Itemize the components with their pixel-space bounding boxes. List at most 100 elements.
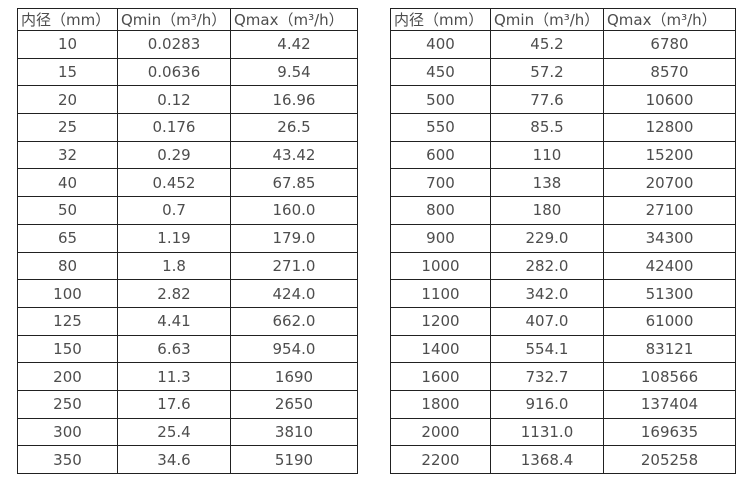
table-cell: 0.0636: [117, 57, 231, 87]
table-cell: 137404: [603, 389, 736, 419]
table-cell: 229.0: [490, 223, 604, 253]
table-row: 80 1.8 271.0: [17, 251, 358, 281]
table-cell: 10: [17, 30, 118, 59]
table-row: 700 138 20700: [390, 168, 736, 198]
table-row: 20 0.12 16.96: [17, 85, 358, 115]
table-row: 1000 282.0 42400: [390, 251, 736, 281]
table-cell: 67.85: [230, 168, 358, 198]
table-row: 400 45.2 6780: [390, 30, 736, 59]
table-cell: 150: [17, 334, 118, 364]
flow-table-small-diameters: 内径（mm） Qmin（m³/h） Qmax（m³/h） 10 0.0283 4.4…: [17, 8, 358, 474]
table-cell: 1.8: [117, 251, 231, 281]
table-row: 125 4.41 662.0: [17, 306, 358, 336]
table-row: 500 77.6 10600: [390, 85, 736, 115]
table-cell: 179.0: [230, 223, 358, 253]
table-cell: 662.0: [230, 306, 358, 336]
table-cell: 350: [17, 445, 118, 474]
table-cell: 342.0: [490, 279, 604, 308]
table-cell: 83121: [603, 334, 736, 364]
table-cell: 32: [17, 140, 118, 170]
table-cell: 25.4: [117, 417, 231, 447]
table-cell: 732.7: [490, 362, 604, 391]
table-cell: 6.63: [117, 334, 231, 364]
table-cell: 2200: [390, 445, 491, 474]
table-cell: 2.82: [117, 279, 231, 308]
table-row: 800 180 27100: [390, 196, 736, 225]
table-row: 300 25.4 3810: [17, 417, 358, 447]
table-row: 450 57.2 8570: [390, 57, 736, 87]
table-cell: 282.0: [490, 251, 604, 281]
table-header-row: 内径（mm） Qmin（m³/h） Qmax（m³/h）: [390, 8, 736, 31]
table-row: 10 0.0283 4.42: [17, 30, 358, 59]
table-cell: 15200: [603, 140, 736, 170]
table-cell: 40: [17, 168, 118, 198]
table-cell: 20: [17, 85, 118, 115]
table-cell: 0.176: [117, 113, 231, 142]
table-row: 150 6.63 954.0: [17, 334, 358, 364]
table-cell: 0.29: [117, 140, 231, 170]
table-cell: 1.19: [117, 223, 231, 253]
table-cell: 5190: [230, 445, 358, 474]
table-cell: 77.6: [490, 85, 604, 115]
table-cell: 100: [17, 279, 118, 308]
column-header-diameter: 内径（mm）: [17, 8, 118, 31]
table-row: 900 229.0 34300: [390, 223, 736, 253]
table-cell: 550: [390, 113, 491, 142]
table-cell: 1200: [390, 306, 491, 336]
table-cell: 6780: [603, 30, 736, 59]
table-cell: 1800: [390, 389, 491, 419]
table-cell: 0.12: [117, 85, 231, 115]
table-cell: 300: [17, 417, 118, 447]
table-cell: 1600: [390, 362, 491, 391]
table-cell: 2000: [390, 417, 491, 447]
table-row: 100 2.82 424.0: [17, 279, 358, 308]
table-row: 32 0.29 43.42: [17, 140, 358, 170]
column-header-diameter: 内径（mm）: [390, 8, 491, 31]
table-cell: 169635: [603, 417, 736, 447]
table-cell: 2650: [230, 389, 358, 419]
table-cell: 108566: [603, 362, 736, 391]
column-header-qmin: Qmin（m³/h）: [117, 8, 231, 31]
table-cell: 65: [17, 223, 118, 253]
table-cell: 27100: [603, 196, 736, 225]
table-row: 550 85.5 12800: [390, 113, 736, 142]
table-cell: 9.54: [230, 57, 358, 87]
table-cell: 700: [390, 168, 491, 198]
table-row: 2000 1131.0 169635: [390, 417, 736, 447]
table-row: 65 1.19 179.0: [17, 223, 358, 253]
table-body: 400 45.2 6780 450 57.2 8570 500 77.6 10600 550 85.…: [390, 30, 736, 474]
table-row: 2200 1368.4 205258: [390, 445, 736, 474]
table-cell: 1000: [390, 251, 491, 281]
table-cell: 43.42: [230, 140, 358, 170]
table-cell: 138: [490, 168, 604, 198]
table-cell: 4.41: [117, 306, 231, 336]
table-row: 1100 342.0 51300: [390, 279, 736, 308]
table-row: 1400 554.1 83121: [390, 334, 736, 364]
table-cell: 51300: [603, 279, 736, 308]
table-cell: 200: [17, 362, 118, 391]
table-cell: 57.2: [490, 57, 604, 87]
table-cell: 17.6: [117, 389, 231, 419]
table-cell: 954.0: [230, 334, 358, 364]
table-cell: 3810: [230, 417, 358, 447]
table-cell: 45.2: [490, 30, 604, 59]
table-cell: 4.42: [230, 30, 358, 59]
table-cell: 800: [390, 196, 491, 225]
table-cell: 554.1: [490, 334, 604, 364]
table-body: 10 0.0283 4.42 15 0.0636 9.54 20 0.12 16.96 25 0.1…: [17, 30, 358, 474]
table-cell: 0.7: [117, 196, 231, 225]
table-cell: 0.452: [117, 168, 231, 198]
table-cell: 10600: [603, 85, 736, 115]
table-cell: 15: [17, 57, 118, 87]
flow-table-large-diameters: 内径（mm） Qmin（m³/h） Qmax（m³/h） 400 45.2 6780…: [390, 8, 736, 474]
table-cell: 50: [17, 196, 118, 225]
table-row: 350 34.6 5190: [17, 445, 358, 474]
table-row: 25 0.176 26.5: [17, 113, 358, 142]
table-cell: 424.0: [230, 279, 358, 308]
table-cell: 400: [390, 30, 491, 59]
table-cell: 900: [390, 223, 491, 253]
table-cell: 916.0: [490, 389, 604, 419]
column-header-qmax: Qmax（m³/h）: [230, 8, 358, 31]
table-cell: 26.5: [230, 113, 358, 142]
